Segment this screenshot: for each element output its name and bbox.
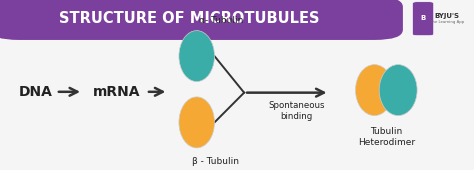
Text: The Learning App: The Learning App — [430, 20, 464, 24]
FancyBboxPatch shape — [412, 2, 434, 36]
Text: B: B — [420, 15, 426, 21]
FancyBboxPatch shape — [0, 0, 403, 40]
Text: BYJU'S: BYJU'S — [435, 13, 459, 19]
Text: mRNA: mRNA — [92, 85, 140, 99]
Text: α- Tubulin: α- Tubulin — [199, 16, 244, 25]
Ellipse shape — [379, 65, 417, 116]
Ellipse shape — [356, 65, 393, 116]
Text: β - Tubulin: β - Tubulin — [192, 157, 239, 166]
Ellipse shape — [179, 97, 214, 148]
Text: STRUCTURE OF MICROTUBULES: STRUCTURE OF MICROTUBULES — [59, 11, 320, 26]
Text: Tubulin
Heterodimer: Tubulin Heterodimer — [358, 128, 415, 147]
Text: Spontaneous
binding: Spontaneous binding — [268, 101, 325, 121]
FancyBboxPatch shape — [0, 0, 389, 37]
Text: DNA: DNA — [18, 85, 53, 99]
Ellipse shape — [179, 31, 214, 82]
